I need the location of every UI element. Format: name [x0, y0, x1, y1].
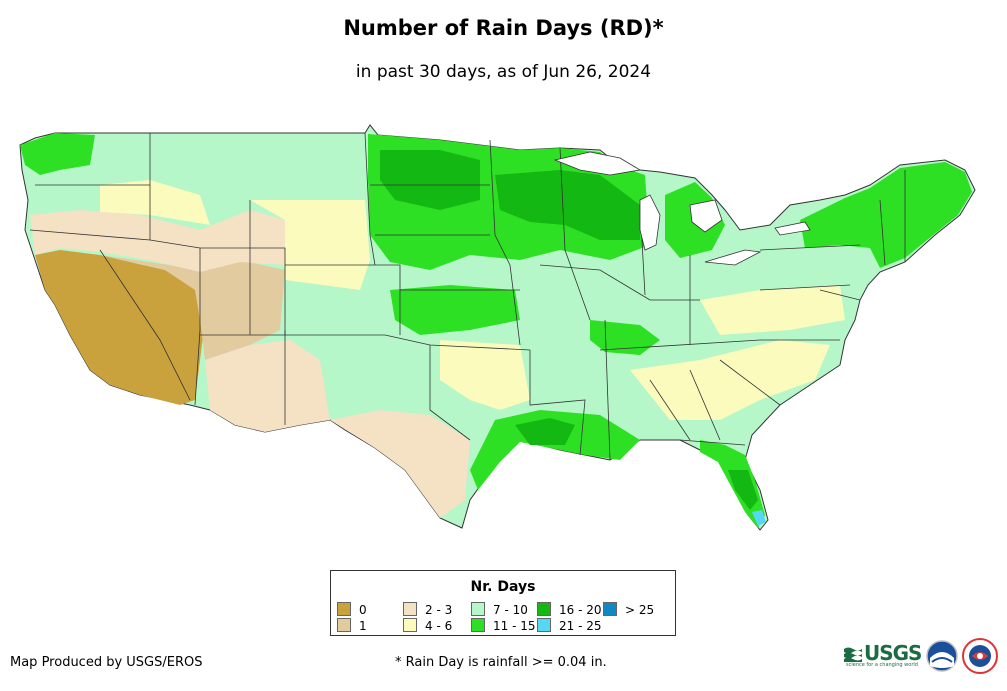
region-eleven-fifteen-northeast: [800, 162, 972, 268]
legend-label: 4 - 6: [425, 619, 453, 633]
region-one-southwest: [100, 255, 285, 360]
lake-michigan: [639, 194, 661, 251]
region-eleven-fifteen-ohio-valley: [590, 320, 660, 355]
legend-label: 0: [359, 603, 367, 617]
legend-swatch: [537, 618, 551, 632]
lake-erie: [704, 249, 762, 266]
legend-item: 21 - 25: [537, 618, 602, 633]
region-four-six-mid-atlantic: [700, 285, 845, 335]
state-borders: [29, 132, 906, 461]
region-eleven-fifteen-gulf: [470, 410, 640, 490]
region-two-three-southwest: [205, 340, 330, 432]
legend-swatch: [403, 618, 417, 632]
map-subtitle: in past 30 days, as of Jun 26, 2024: [355, 62, 652, 82]
region-sixteen-twenty-minnesota: [380, 150, 480, 210]
credit-text: Map Produced by USGS/EROS: [10, 655, 203, 670]
region-four-six-rockies: [250, 200, 370, 290]
legend-label: 16 - 20: [559, 603, 602, 617]
legend-label: 7 - 10: [493, 603, 528, 617]
region-eleven-fifteen-kansas: [390, 285, 520, 335]
legend-swatch: [537, 602, 551, 616]
lake-huron: [689, 199, 723, 233]
noaa-logo-icon: [926, 640, 958, 672]
lake-ontario: [774, 221, 811, 236]
rain-days-map: [19, 124, 976, 531]
lake-superior: [553, 151, 642, 176]
legend-item: 4 - 6: [403, 618, 452, 633]
region-sixteen-twenty-upper-midwest: [495, 170, 640, 240]
usgs-wordmark: USGS: [864, 641, 922, 665]
region-four-six-plains: [440, 340, 530, 410]
legend-swatch: [337, 618, 351, 632]
region-two-three-texas: [330, 410, 470, 518]
nws-logo-icon: [962, 638, 998, 674]
legend-swatch: [471, 618, 485, 632]
legend-item: 1: [337, 618, 367, 633]
usgs-tagline: science for a changing world: [846, 662, 918, 668]
legend-label: 11 - 15: [493, 619, 536, 633]
region-four-six-west: [100, 180, 210, 225]
region-zero-southwest: [35, 250, 205, 405]
legend-item: 0: [337, 602, 367, 617]
region-twenty-one-twenty-five-florida: [752, 510, 766, 526]
legend-swatch: [337, 602, 351, 616]
legend-label: 21 - 25: [559, 619, 602, 633]
region-sixteen-twenty-florida: [728, 470, 758, 510]
legend-swatch: [471, 602, 485, 616]
legend-label: 2 - 3: [425, 603, 453, 617]
footnote-text: * Rain Day is rainfall >= 0.04 in.: [395, 655, 607, 670]
legend-swatch: [603, 602, 617, 616]
region-sixteen-twenty-gulf: [515, 418, 575, 445]
legend-label: 1: [359, 619, 367, 633]
legend-label: > 25: [625, 603, 655, 617]
legend-item: 7 - 10: [471, 602, 528, 617]
legend: Nr. Days 0 1 2 - 3 4 - 6 7 - 10 11 - 15 …: [330, 570, 676, 636]
legend-item: 11 - 15: [471, 618, 536, 633]
usgs-logo: USGS science for a changing world: [842, 641, 922, 669]
usgs-wave-icon: [844, 647, 862, 662]
region-four-six-southeast: [630, 340, 830, 420]
region-eleven-fifteen-pnw: [20, 133, 95, 175]
legend-item: > 25: [603, 602, 654, 617]
legend-title: Nr. Days: [470, 579, 536, 595]
map-title: Number of Rain Days (RD)*: [343, 16, 664, 40]
legend-item: 2 - 3: [403, 602, 452, 617]
legend-swatch: [403, 602, 417, 616]
great-lakes: [553, 151, 811, 266]
legend-item: 16 - 20: [537, 602, 602, 617]
